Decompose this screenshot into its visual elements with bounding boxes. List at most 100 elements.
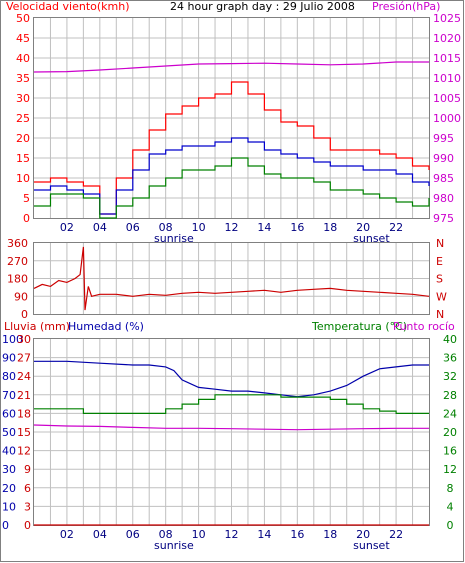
temperature-y-tick: 8 — [447, 482, 454, 495]
x-tick-label-p1: 20 — [356, 221, 370, 234]
temperature-y-tick: 36 — [443, 352, 457, 365]
x-tick-label-p1: 16 — [290, 221, 304, 234]
pressure-y-tick: 1025 — [433, 12, 461, 25]
pressure-y-tick: 990 — [433, 152, 454, 165]
direction-panel-frame — [33, 242, 430, 315]
x-tick-label-p3: 04 — [93, 528, 107, 541]
chart-date-title: 24 hour graph day : 29 Julio 2008 — [170, 0, 355, 13]
rain-y-tick: 18 — [17, 407, 31, 420]
temperature-y-tick: 40 — [443, 333, 457, 346]
humidity-y-tick: 30 — [2, 463, 16, 476]
pressure-y-tick: 1005 — [433, 92, 461, 105]
x-tick-label-p3: 16 — [290, 528, 304, 541]
x-tick-label-p1: 06 — [126, 221, 140, 234]
rain-y-tick: 0 — [24, 519, 31, 532]
x-tick-label-p3: 18 — [323, 528, 337, 541]
pressure-y-tick: 1000 — [433, 112, 461, 125]
rain-y-tick: 3 — [24, 500, 31, 513]
pressure-y-tick: 1015 — [433, 52, 461, 65]
wind-direction-line — [33, 246, 430, 311]
wind-y-tick: 15 — [16, 152, 30, 165]
rain-y-tick: 24 — [17, 370, 31, 383]
dewpoint-line — [33, 424, 429, 431]
temperature-y-tick: 32 — [443, 370, 457, 383]
temperature-y-tick: 16 — [443, 445, 457, 458]
humidity-y-tick: 60 — [2, 407, 16, 420]
wind-min-line — [34, 157, 430, 219]
rain-y-tick: 15 — [17, 426, 31, 439]
pressure-y-tick: 1020 — [433, 32, 461, 45]
x-tick-label-p1: 18 — [323, 221, 337, 234]
humidity-y-tick: 70 — [2, 389, 16, 402]
direction-y-tick: 270 — [7, 255, 28, 268]
sunrise-label-p3: sunrise — [154, 539, 194, 552]
wind-y-tick: 45 — [16, 32, 30, 45]
pressure-y-tick: 985 — [433, 172, 454, 185]
x-tick-label-p3: 20 — [356, 528, 370, 541]
compass-y-tick: N — [436, 308, 444, 321]
rain-y-tick: 12 — [17, 445, 31, 458]
humidity-title: Humedad (%) — [68, 320, 144, 333]
x-tick-label-p1: 14 — [257, 221, 271, 234]
humidity-y-tick: 90 — [2, 352, 16, 365]
pressure-y-tick: 980 — [433, 192, 454, 205]
direction-y-tick: 0 — [21, 308, 28, 321]
wind-y-tick: 35 — [16, 72, 30, 85]
humidity-y-tick: 10 — [2, 500, 16, 513]
wind-speed-title: Velocidad viento(kmh) — [6, 0, 130, 13]
x-tick-label-p1: 10 — [192, 221, 206, 234]
x-tick-label-p1: 12 — [225, 221, 239, 234]
x-tick-label-p1: 04 — [93, 221, 107, 234]
x-tick-label-p1: 02 — [60, 221, 74, 234]
wind-y-tick: 50 — [16, 12, 30, 25]
sunset-label-p3: sunset — [353, 539, 390, 552]
wind-y-tick: 25 — [16, 112, 30, 125]
wind-y-tick: 5 — [23, 192, 30, 205]
direction-y-tick: 180 — [7, 273, 28, 286]
x-tick-label-p1: 22 — [389, 221, 403, 234]
rain-y-tick: 27 — [17, 352, 31, 365]
x-tick-label-p3: 10 — [192, 528, 206, 541]
x-tick-label-p3: 12 — [225, 528, 239, 541]
x-tick-label-p3: 06 — [126, 528, 140, 541]
temperature-y-tick: 20 — [443, 426, 457, 439]
temperature-title: Temperatura (°C) — [311, 320, 407, 333]
sunrise-label-p1: sunrise — [154, 232, 194, 245]
pressure-y-tick: 975 — [433, 212, 454, 225]
wind-y-tick: 20 — [16, 132, 30, 145]
temperature-y-tick: 12 — [443, 463, 457, 476]
dewpoint-title: Punto rocío — [393, 320, 455, 333]
compass-y-tick: N — [436, 237, 444, 250]
direction-y-tick: 90 — [14, 290, 28, 303]
wind-y-tick: 30 — [16, 92, 30, 105]
x-tick-label-p3: 14 — [257, 528, 271, 541]
rain-y-tick: 6 — [24, 482, 31, 495]
temperature-y-tick: 4 — [447, 500, 454, 513]
rain-y-tick: 9 — [24, 463, 31, 476]
humidity-y-tick: 0 — [2, 519, 9, 532]
compass-y-tick: E — [436, 255, 443, 268]
wind-panel-frame — [33, 17, 430, 219]
x-tick-label-p1: 08 — [159, 221, 173, 234]
pressure-y-tick: 1010 — [433, 72, 461, 85]
compass-y-tick: S — [436, 273, 443, 286]
temperature-line — [34, 394, 429, 414]
temperature-y-tick: 28 — [443, 389, 457, 402]
humidity-y-tick: 20 — [2, 482, 16, 495]
compass-y-tick: W — [436, 290, 447, 303]
x-tick-label-p3: 02 — [60, 528, 74, 541]
direction-y-tick: 360 — [7, 237, 28, 250]
wind-y-tick: 0 — [23, 212, 30, 225]
humidity-y-tick: 80 — [2, 370, 16, 383]
rain-y-tick: 30 — [17, 333, 31, 346]
temperature-y-tick: 24 — [443, 407, 457, 420]
humidity-y-tick: 100 — [2, 333, 23, 346]
x-tick-label-p3: 08 — [159, 528, 173, 541]
rain-y-tick: 21 — [17, 389, 31, 402]
pressure-title: Presión(hPa) — [372, 0, 440, 13]
humidity-y-tick: 50 — [2, 426, 16, 439]
sunset-label-p1: sunset — [353, 232, 390, 245]
